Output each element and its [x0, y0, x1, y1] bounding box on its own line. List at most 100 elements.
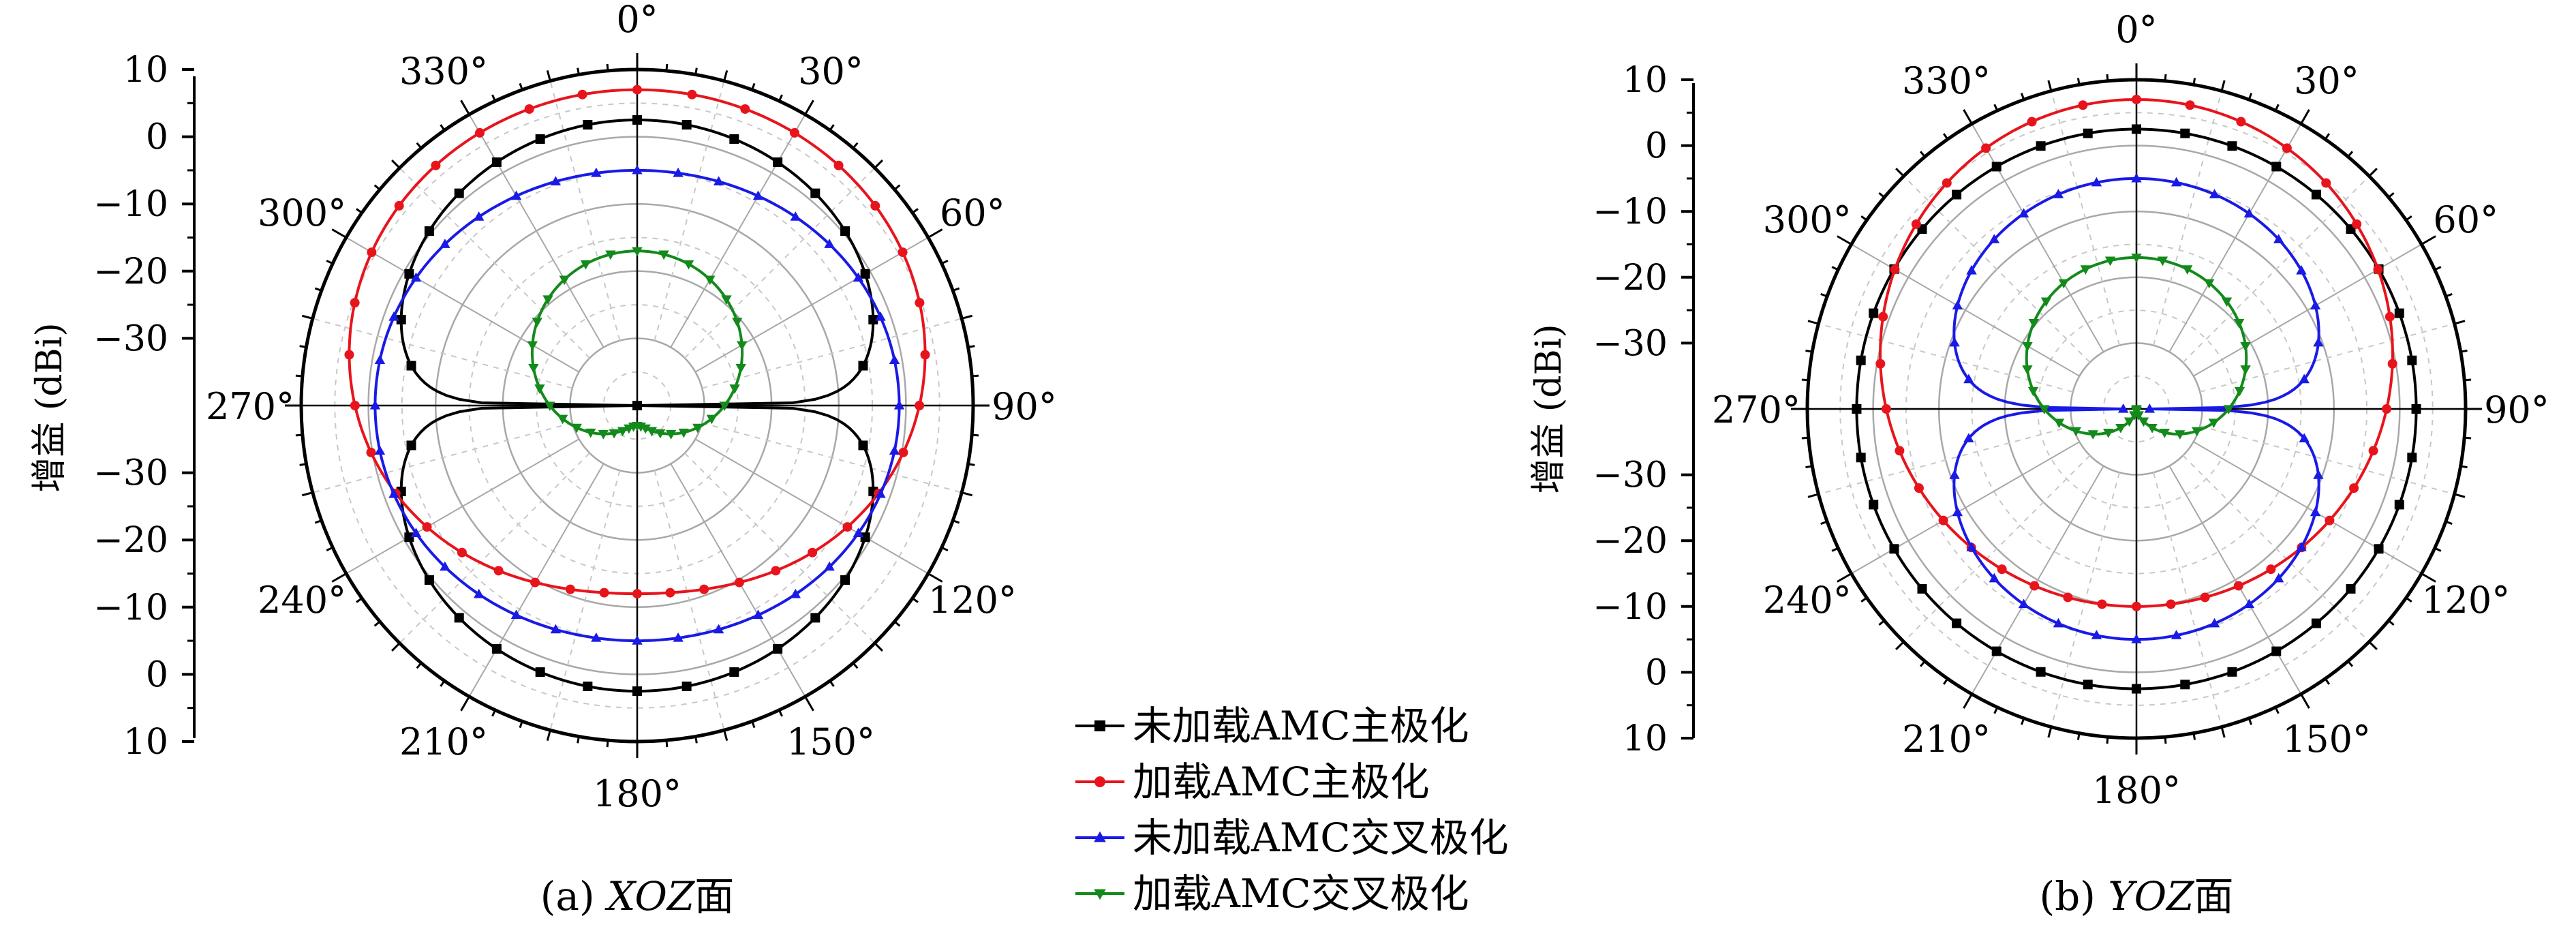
- series-marker: [858, 440, 868, 451]
- series-marker: [773, 644, 783, 654]
- angle-tick: [2220, 80, 2226, 91]
- angle-tick: [1993, 104, 1999, 111]
- grid-spoke: [346, 237, 580, 373]
- series-marker: [473, 211, 485, 221]
- angle-tick: [952, 519, 960, 524]
- series-marker: [2411, 404, 2421, 414]
- series-marker: [388, 488, 399, 498]
- series-marker: [810, 613, 821, 623]
- angle-label: 330°: [399, 50, 488, 93]
- grid-spoke: [670, 114, 806, 348]
- series-marker: [771, 566, 781, 576]
- angle-tick: [927, 228, 943, 239]
- angle-tick: [2220, 727, 2226, 738]
- series-marker: [410, 528, 422, 537]
- series-marker: [404, 269, 414, 279]
- angle-tick: [2324, 133, 2331, 140]
- series-marker: [374, 354, 386, 365]
- grid-spoke: [2153, 91, 2222, 346]
- angle-tick: [874, 159, 883, 169]
- angle-tick: [546, 729, 551, 742]
- angle-tick: [968, 463, 975, 466]
- series-marker: [510, 609, 522, 620]
- angle-tick: [2445, 292, 2453, 298]
- panel-xoz: 增益 (dBi) 10 0 −10 −20 −30 −30 −20 −10 0 10 0° 30° 6…: [29, 0, 1057, 919]
- series-marker: [699, 584, 709, 594]
- series-marker: [2227, 141, 2237, 151]
- series-marker: [2022, 365, 2033, 375]
- caption-b: (b) YOZ面: [2040, 873, 2234, 919]
- angle-tick: [391, 642, 401, 652]
- angle-tick: [326, 546, 333, 551]
- angle-tick: [2347, 151, 2354, 157]
- angle-tick: [1860, 215, 1868, 222]
- angle-tick: [2434, 547, 2442, 552]
- series-marker: [705, 275, 716, 286]
- angle-tick: [301, 491, 313, 497]
- series-marker: [681, 681, 692, 691]
- angle-label: 150°: [2282, 718, 2371, 761]
- series-marker: [1869, 500, 1879, 510]
- series-marker: [542, 295, 553, 305]
- angle-tick: [1895, 641, 1905, 650]
- series-marker: [2027, 117, 2037, 127]
- legend-marker: [1094, 831, 1106, 842]
- radial-tick-label: 0: [146, 654, 168, 695]
- angle-tick: [2300, 109, 2310, 125]
- angle-tick: [2020, 93, 2025, 100]
- angle-label: 330°: [1902, 59, 1991, 102]
- angle-tick: [1807, 493, 1819, 498]
- angle-tick: [804, 696, 814, 712]
- radial-axis-b: 增益 (dBi) 10 0 −10 −20 −30 −30 −20 −10 0 10: [1529, 60, 1695, 759]
- series-marker: [350, 401, 360, 410]
- series-marker: [1949, 337, 1960, 347]
- grid-spoke: [346, 438, 580, 575]
- series-marker: [632, 589, 642, 599]
- angle-label: 0°: [2115, 8, 2157, 51]
- series-marker: [2236, 117, 2246, 127]
- series-marker: [585, 428, 596, 438]
- series-marker: [2129, 411, 2140, 421]
- angle-label: 120°: [928, 579, 1017, 622]
- legend-marker: [1094, 889, 1106, 900]
- series-marker: [1938, 515, 1948, 526]
- angle-tick: [577, 736, 580, 744]
- radial-tick-label: 0: [146, 117, 168, 158]
- series-marker: [853, 528, 864, 537]
- series-marker: [2087, 430, 2098, 440]
- grid-spoke: [1903, 455, 2091, 643]
- angle-tick: [2421, 235, 2436, 245]
- series-marker: [2103, 429, 2114, 438]
- series-marker: [2349, 483, 2359, 493]
- series-marker: [752, 190, 764, 200]
- series-marker: [2282, 143, 2292, 153]
- angle-tick: [2248, 718, 2253, 725]
- series-marker: [350, 298, 360, 308]
- series-marker: [1917, 583, 1927, 594]
- series-marker: [2200, 592, 2210, 603]
- angle-tick: [941, 546, 949, 551]
- series-marker: [790, 211, 801, 221]
- angle-tick: [1878, 620, 1885, 626]
- radial-tick-label: −10: [93, 184, 168, 225]
- series-marker: [2036, 667, 2046, 677]
- angle-label: 150°: [786, 720, 875, 763]
- angle-tick: [491, 94, 497, 102]
- series-marker: [394, 200, 404, 211]
- angle-tick: [299, 345, 307, 348]
- series-marker: [810, 188, 821, 198]
- series-marker: [2233, 581, 2243, 591]
- series-marker: [396, 314, 406, 324]
- series-marker: [889, 354, 900, 365]
- angle-tick: [1820, 292, 1828, 298]
- series-marker: [2091, 630, 2102, 639]
- series-marker: [2192, 427, 2203, 437]
- series-marker: [1949, 470, 1960, 479]
- series-marker: [2097, 599, 2107, 609]
- series-marker: [2175, 430, 2186, 440]
- grid-spoke: [701, 318, 962, 389]
- series-marker: [454, 188, 464, 198]
- radial-tick-label: −30: [1593, 323, 1668, 364]
- angle-tick: [546, 70, 551, 82]
